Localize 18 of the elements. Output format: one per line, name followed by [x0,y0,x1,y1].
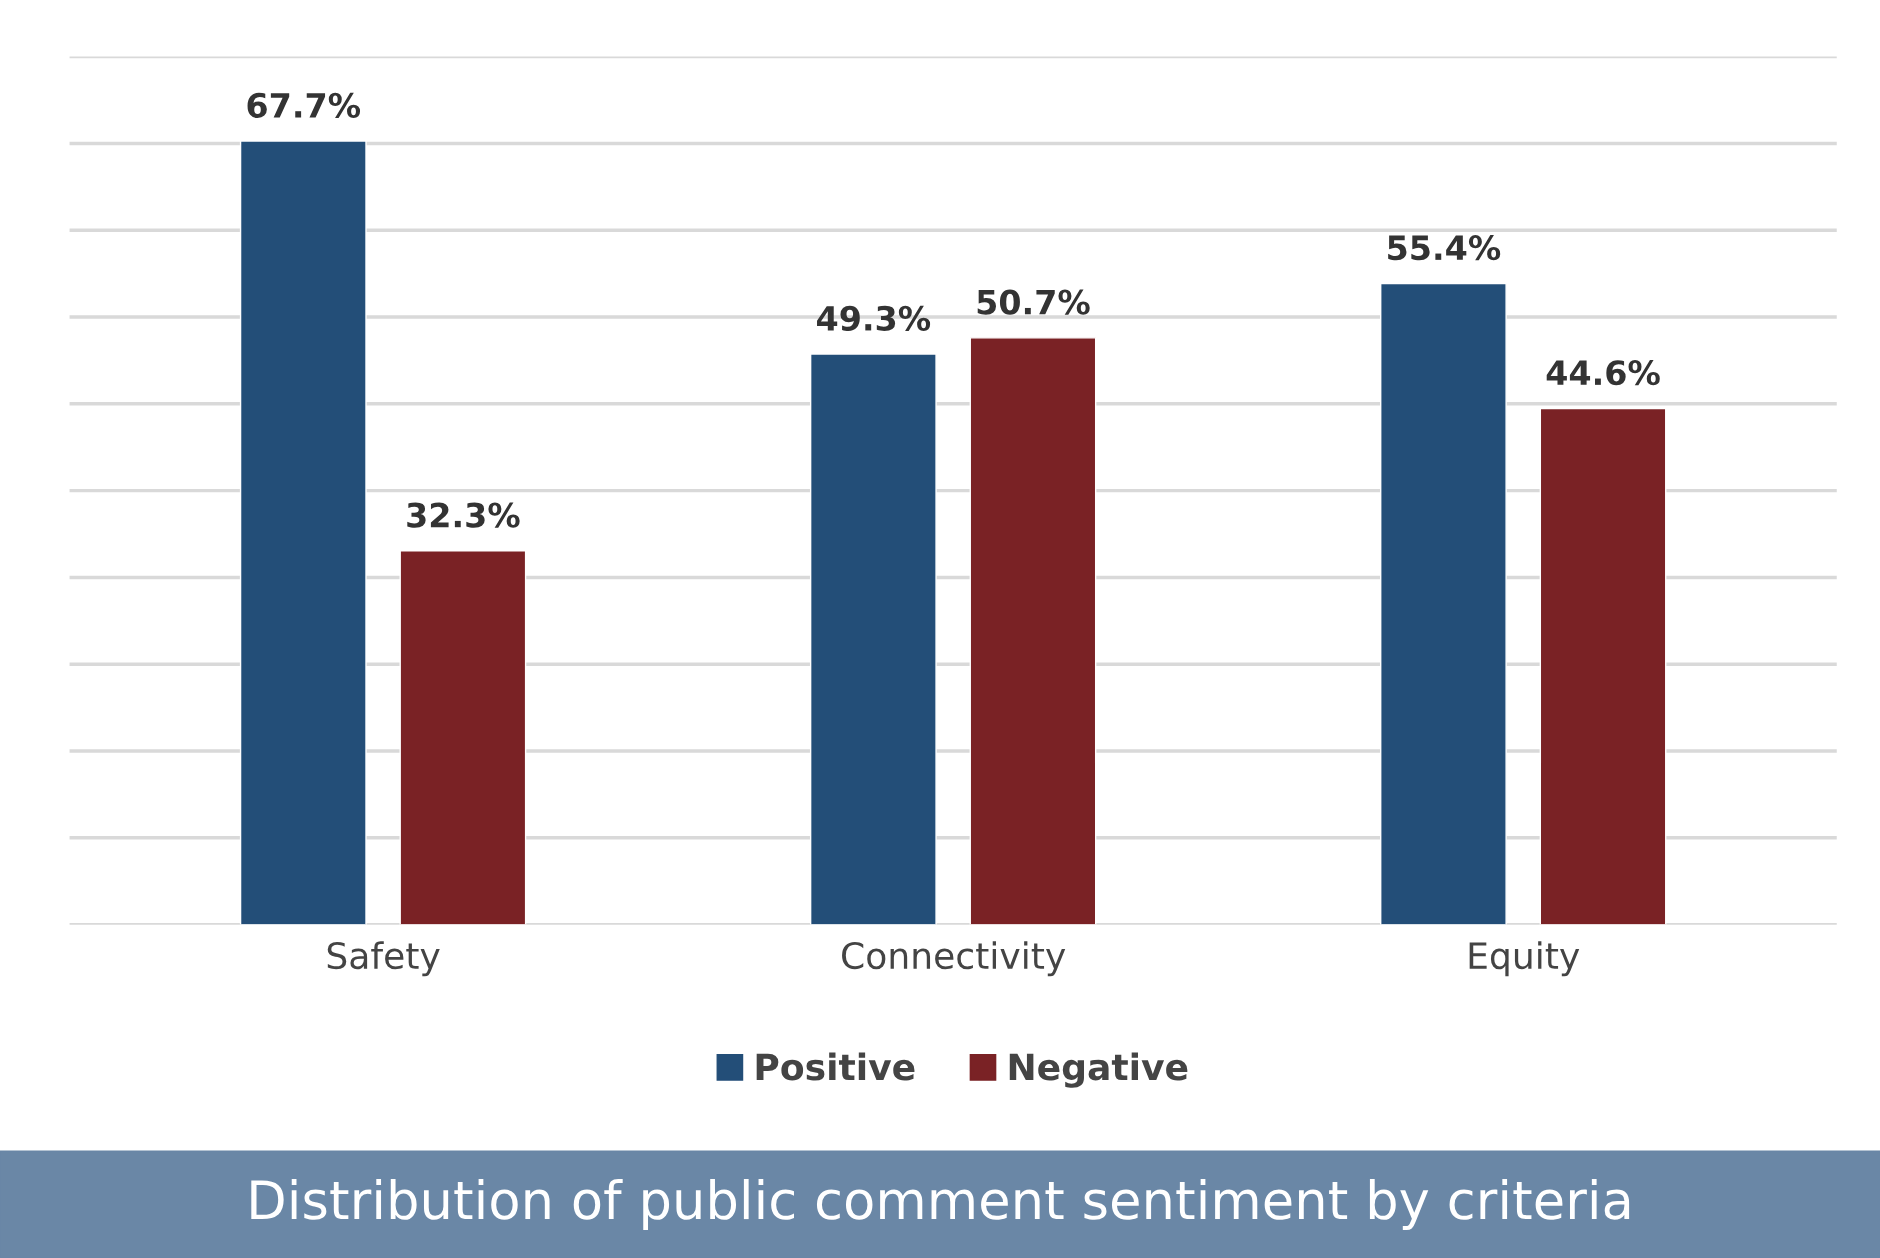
bar [969,337,1097,925]
data-label: 44.6% [1546,360,1660,386]
data-label: 50.7% [977,289,1090,315]
data-label: 55.4% [1388,235,1501,261]
legend-label: Negative [1009,1052,1188,1088]
bar [1539,407,1667,925]
data-label: 67.7% [247,92,361,118]
data-label: 32.3% [407,502,520,528]
bar [809,353,937,925]
x-tick-label: Equity [1469,941,1580,977]
bar [239,140,367,925]
text: Distribution of public comment sentiment by criteria [251,1179,1630,1231]
bar [1380,282,1507,925]
bar [399,550,527,925]
x-tick-label: Safety [327,941,440,977]
x-tick-label: Connectivity [842,941,1066,977]
data-label: 49.3% [817,305,931,331]
legend-label: Positive [756,1052,915,1081]
